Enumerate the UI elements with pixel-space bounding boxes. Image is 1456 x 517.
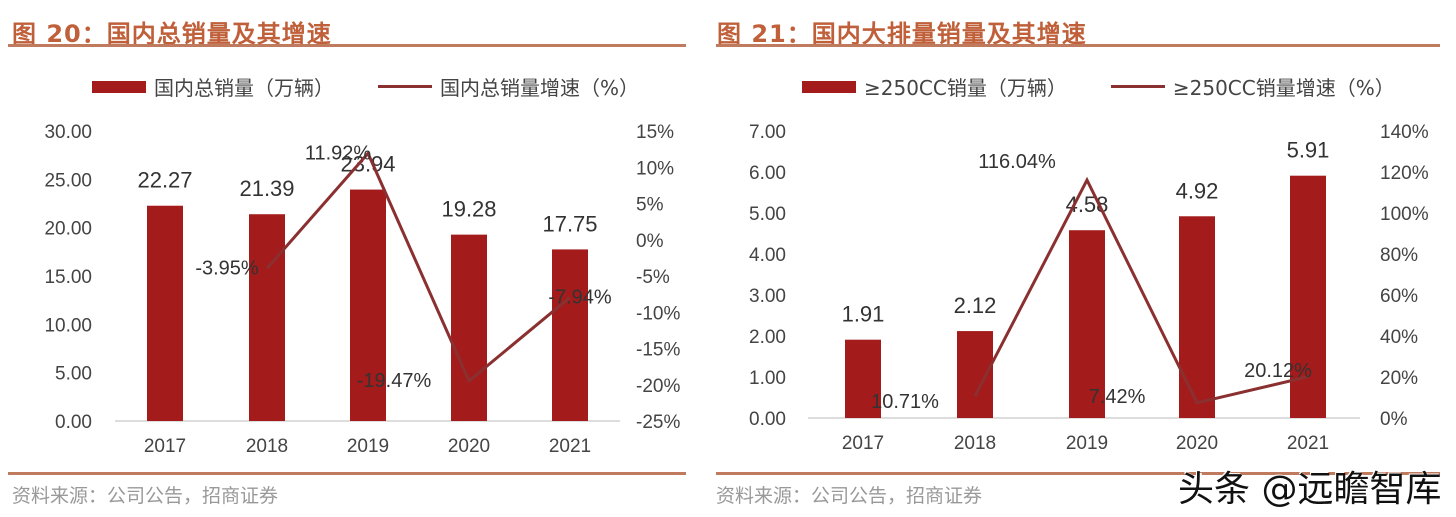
left-tick-label: 25.00 (44, 170, 92, 191)
right-tick-label: 140% (1380, 122, 1429, 143)
right-tick-label: -15% (636, 340, 680, 361)
left-tick-label: 20.00 (44, 219, 92, 240)
bar (1069, 230, 1105, 418)
bar (552, 249, 588, 421)
left-tick-label: 3.00 (749, 286, 786, 307)
x-tick-label: 2018 (246, 436, 288, 457)
legend-line-swatch (378, 85, 432, 88)
x-tick-label: 2019 (347, 436, 389, 457)
right-tick-label: -20% (636, 376, 680, 397)
bar (451, 234, 487, 421)
legend-1: 国内总销量（万辆） 国内总销量增速（%） (92, 72, 639, 101)
left-tick-label: 7.00 (749, 122, 786, 143)
title-rule-1 (8, 44, 686, 47)
left-tick-label: 4.00 (749, 245, 786, 266)
legend-2: ≥250CC销量（万辆） ≥250CC销量增速（%） (802, 72, 1395, 101)
line-data-label: 116.04% (978, 151, 1056, 173)
source-2: 资料来源：公司公告，招商证券 (716, 485, 983, 507)
right-tick-label: 80% (1380, 245, 1418, 266)
line-data-label: -3.95% (195, 257, 259, 279)
line-data-label: 10.71% (871, 391, 939, 413)
bar-data-label: 22.27 (137, 168, 192, 193)
right-tick-label: 10% (636, 158, 674, 179)
x-tick-label: 2020 (448, 436, 490, 457)
legend-line-label: ≥250CC销量增速（%） (1172, 76, 1395, 100)
legend-line-swatch (1110, 85, 1165, 88)
left-tick-label: 1.00 (749, 368, 786, 389)
line-data-label: 11.92% (305, 142, 372, 164)
right-tick-label: -25% (636, 412, 680, 433)
left-tick-label: 6.00 (749, 163, 786, 184)
x-tick-label: 2020 (1176, 433, 1218, 454)
right-tick-label: 120% (1380, 163, 1429, 184)
right-tick-label: -10% (636, 303, 680, 324)
x-tick-label: 2021 (1287, 433, 1329, 454)
right-tick-label: 100% (1380, 204, 1429, 225)
bar-data-label: 19.28 (441, 197, 496, 222)
x-tick-label: 2017 (842, 433, 884, 454)
chart-title-1: 图 20：国内总销量及其增速 (12, 20, 332, 48)
right-tick-label: 5% (636, 195, 664, 216)
growth-line (973, 176, 1309, 405)
line-data-label: 7.42% (1089, 386, 1146, 408)
bar-data-label: 2.12 (954, 293, 997, 318)
watermark: 头条 @远瞻智库 (1178, 469, 1442, 510)
right-tick-label: -5% (636, 267, 670, 288)
x-tick-label: 2021 (549, 436, 591, 457)
bar-data-label: 1.91 (842, 302, 885, 327)
right-tick-label: 0% (1380, 409, 1408, 430)
left-tick-label: 15.00 (44, 267, 92, 288)
growth-line (265, 150, 571, 384)
line-data-label: 20.12% (1244, 360, 1312, 382)
left-tick-label: 0.00 (55, 412, 92, 433)
x-tick-label: 2019 (1066, 433, 1108, 454)
bar (1179, 216, 1215, 418)
bar-data-label: 5.91 (1287, 138, 1330, 163)
right-tick-label: 15% (636, 122, 674, 143)
legend-bar-label: 国内总销量（万辆） (154, 76, 334, 100)
legend-line-label: 国内总销量增速（%） (440, 76, 640, 100)
footer-rule-1 (8, 472, 686, 475)
x-tick-label: 2018 (954, 433, 996, 454)
bar-data-label: 17.75 (542, 211, 597, 236)
line-data-label: -19.47% (357, 370, 432, 392)
x-tick-label: 2017 (144, 436, 186, 457)
bar (147, 205, 183, 421)
legend-bar-swatch (92, 80, 146, 93)
footer-rule-2 (716, 472, 1440, 475)
line-data-label: -7.94% (548, 286, 612, 308)
chart-title-2: 图 21：国内大排量销量及其增速 (717, 20, 1087, 48)
left-tick-label: 5.00 (749, 204, 786, 225)
left-tick-label: 30.00 (44, 122, 92, 143)
bar (845, 339, 881, 418)
title-rule-2 (716, 44, 1440, 47)
source-1: 资料来源：公司公告，招商证券 (12, 485, 279, 507)
bar-data-label: 4.92 (1176, 178, 1219, 203)
bar (350, 189, 386, 421)
right-tick-label: 60% (1380, 286, 1418, 307)
right-tick-label: 20% (1380, 368, 1418, 389)
left-tick-label: 2.00 (749, 327, 786, 348)
right-tick-label: 0% (636, 231, 664, 252)
left-tick-label: 0.00 (749, 409, 786, 430)
legend-bar-label: ≥250CC销量（万辆） (864, 76, 1067, 100)
bar (249, 214, 285, 421)
left-tick-label: 5.00 (55, 364, 92, 385)
left-tick-label: 10.00 (44, 315, 92, 336)
bar-data-label: 21.39 (239, 176, 294, 201)
right-tick-label: 40% (1380, 327, 1418, 348)
legend-bar-swatch (802, 80, 856, 93)
